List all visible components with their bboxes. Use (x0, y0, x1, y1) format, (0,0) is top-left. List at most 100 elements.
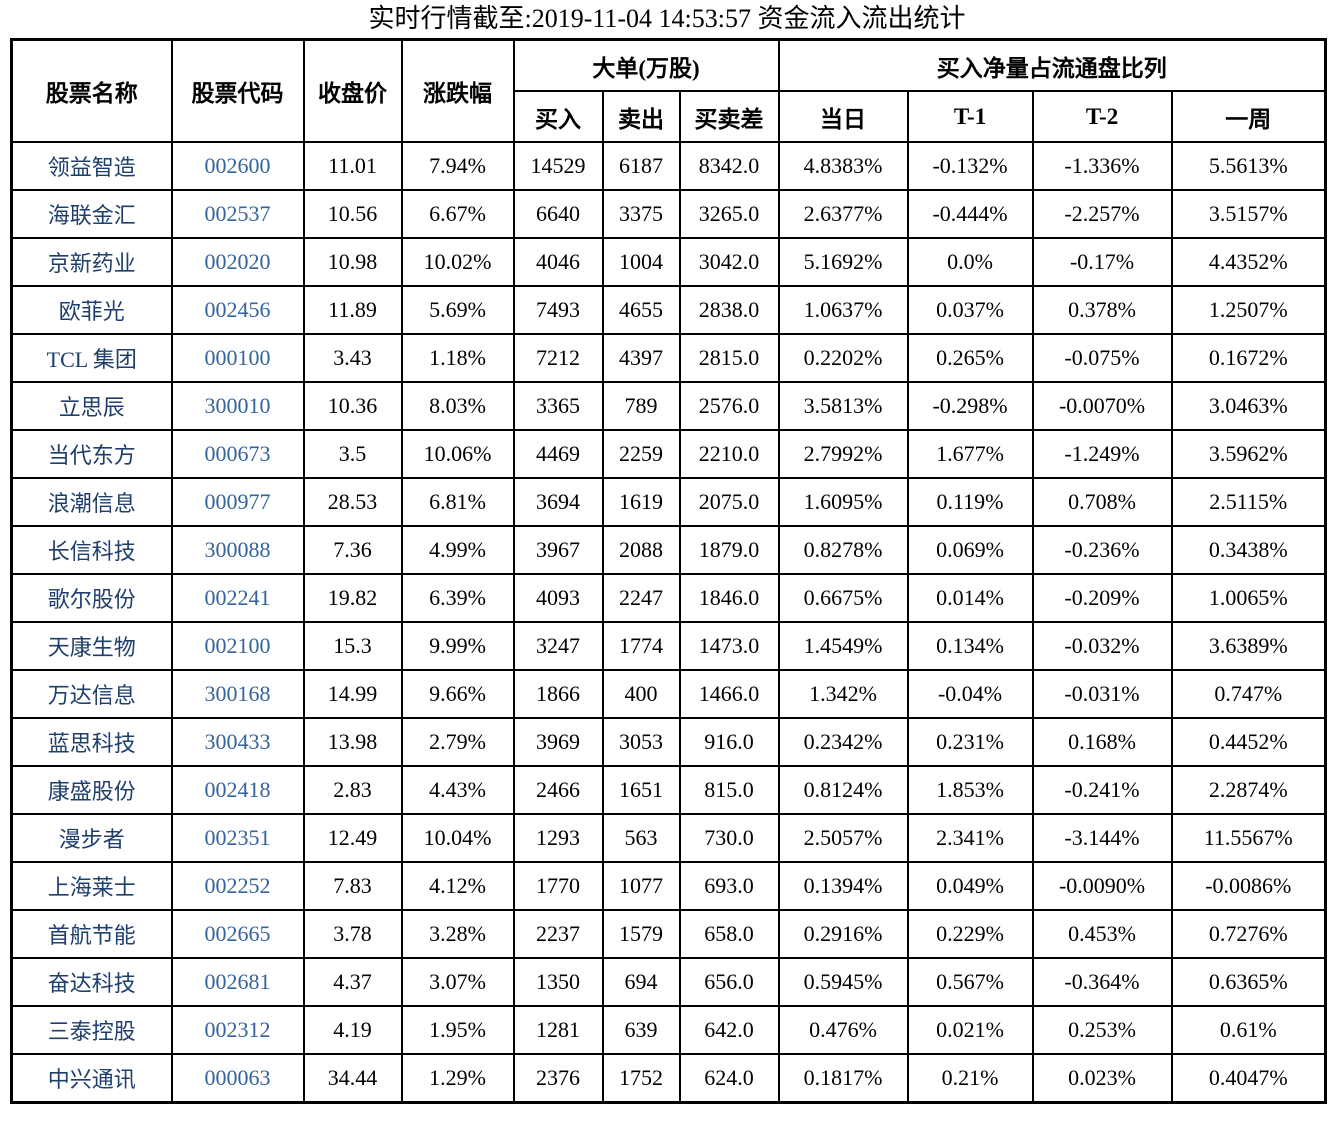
close-price-cell: 3.5 (302, 429, 403, 479)
ratio-t1-cell: 0.265% (906, 333, 1034, 383)
ratio-week-cell: 0.3438% (1170, 525, 1327, 575)
sell-cell: 1004 (601, 237, 681, 287)
sell-cell: 6187 (601, 141, 681, 191)
buy-cell: 1293 (512, 813, 604, 863)
change-pct-cell: 1.18% (400, 333, 515, 383)
sell-cell: 694 (601, 957, 681, 1007)
page-title: 实时行情截至:2019-11-04 14:53:57 资金流入流出统计 (368, 4, 966, 33)
diff-cell: 656.0 (678, 957, 780, 1007)
sell-cell: 4655 (601, 285, 681, 335)
ratio-t1-cell: 0.069% (906, 525, 1034, 575)
buy-cell: 2466 (512, 765, 604, 815)
ratio-week-cell: 0.4452% (1170, 717, 1327, 767)
ratio-week-cell: 3.0463% (1170, 381, 1327, 431)
ratio-week-cell: 1.0065% (1170, 573, 1327, 623)
close-price-cell: 11.01 (302, 141, 403, 191)
diff-cell: 1473.0 (678, 621, 780, 671)
sell-cell: 2247 (601, 573, 681, 623)
ratio-day-cell: 0.2916% (777, 909, 909, 959)
stock-code-cell: 002252 (170, 861, 305, 911)
stock-name-cell: 长信科技 (10, 525, 173, 575)
sell-cell: 563 (601, 813, 681, 863)
ratio-t2-cell: -0.031% (1031, 669, 1173, 719)
sell-cell: 4397 (601, 333, 681, 383)
buy-cell: 7212 (512, 333, 604, 383)
stock-name-cell: 浪潮信息 (10, 477, 173, 527)
close-price-cell: 3.43 (302, 333, 403, 383)
header-buy: 买入 (512, 90, 604, 143)
diff-cell: 2838.0 (678, 285, 780, 335)
table-row: 康盛股份 002418 2.83 4.43% 2466 1651 815.0 0.8124% 1… (10, 765, 1327, 815)
change-pct-cell: 5.69% (400, 285, 515, 335)
stock-name-cell: 中兴通讯 (10, 1053, 173, 1104)
close-price-cell: 10.56 (302, 189, 403, 239)
ratio-t2-cell: -0.209% (1031, 573, 1173, 623)
ratio-day-cell: 1.342% (777, 669, 909, 719)
change-pct-cell: 8.03% (400, 381, 515, 431)
table-row: 浪潮信息 000977 28.53 6.81% 3694 1619 2075.0 1.6095… (10, 477, 1327, 527)
header-stock-code: 股票代码 (170, 38, 305, 143)
diff-cell: 2210.0 (678, 429, 780, 479)
table-row: 歌尔股份 002241 19.82 6.39% 4093 2247 1846.0 0.6675… (10, 573, 1327, 623)
ratio-t1-cell: 0.231% (906, 717, 1034, 767)
change-pct-cell: 6.39% (400, 573, 515, 623)
table-row: 长信科技 300088 7.36 4.99% 3967 2088 1879.0 0.8278%… (10, 525, 1327, 575)
header-sell: 卖出 (601, 90, 681, 143)
change-pct-cell: 10.04% (400, 813, 515, 863)
buy-cell: 14529 (512, 141, 604, 191)
change-pct-cell: 1.95% (400, 1005, 515, 1055)
ratio-week-cell: 3.5157% (1170, 189, 1327, 239)
buy-cell: 3967 (512, 525, 604, 575)
stock-name-cell: 万达信息 (10, 669, 173, 719)
sell-cell: 1651 (601, 765, 681, 815)
header-week: 一周 (1170, 90, 1327, 143)
stock-name-cell: 欧菲光 (10, 285, 173, 335)
close-price-cell: 4.37 (302, 957, 403, 1007)
close-price-cell: 28.53 (302, 477, 403, 527)
sell-cell: 639 (601, 1005, 681, 1055)
close-price-cell: 7.83 (302, 861, 403, 911)
stock-code-cell: 002100 (170, 621, 305, 671)
stock-name-cell: 蓝思科技 (10, 717, 173, 767)
change-pct-cell: 2.79% (400, 717, 515, 767)
ratio-t2-cell: -0.236% (1031, 525, 1173, 575)
ratio-day-cell: 0.5945% (777, 957, 909, 1007)
table-row: 漫步者 002351 12.49 10.04% 1293 563 730.0 2.5057% 2… (10, 813, 1327, 863)
stock-code-cell: 002665 (170, 909, 305, 959)
ratio-t1-cell: 0.021% (906, 1005, 1034, 1055)
ratio-t1-cell: 0.21% (906, 1053, 1034, 1104)
ratio-t1-cell: -0.298% (906, 381, 1034, 431)
ratio-t2-cell: -0.0070% (1031, 381, 1173, 431)
stock-code-cell: 002351 (170, 813, 305, 863)
ratio-t1-cell: 0.567% (906, 957, 1034, 1007)
table-row: 中兴通讯 000063 34.44 1.29% 2376 1752 624.0 0.1817%… (10, 1053, 1327, 1104)
stock-code-cell: 300088 (170, 525, 305, 575)
diff-cell: 730.0 (678, 813, 780, 863)
stock-name-cell: 立思辰 (10, 381, 173, 431)
ratio-week-cell: 0.61% (1170, 1005, 1327, 1055)
diff-cell: 1846.0 (678, 573, 780, 623)
ratio-week-cell: 2.5115% (1170, 477, 1327, 527)
buy-cell: 4093 (512, 573, 604, 623)
change-pct-cell: 7.94% (400, 141, 515, 191)
ratio-day-cell: 3.5813% (777, 381, 909, 431)
diff-cell: 1879.0 (678, 525, 780, 575)
ratio-t2-cell: -0.075% (1031, 333, 1173, 383)
ratio-t2-cell: -2.257% (1031, 189, 1173, 239)
close-price-cell: 4.19 (302, 1005, 403, 1055)
close-price-cell: 10.98 (302, 237, 403, 287)
stock-name-cell: TCL 集团 (10, 333, 173, 383)
sell-cell: 1752 (601, 1053, 681, 1104)
sell-cell: 1077 (601, 861, 681, 911)
stock-name-cell: 上海莱士 (10, 861, 173, 911)
sell-cell: 789 (601, 381, 681, 431)
ratio-t1-cell: 0.014% (906, 573, 1034, 623)
buy-cell: 1770 (512, 861, 604, 911)
ratio-t2-cell: 0.453% (1031, 909, 1173, 959)
stock-name-cell: 康盛股份 (10, 765, 173, 815)
stock-code-cell: 300433 (170, 717, 305, 767)
change-pct-cell: 10.02% (400, 237, 515, 287)
table-row: 奋达科技 002681 4.37 3.07% 1350 694 656.0 0.5945% 0.… (10, 957, 1327, 1007)
ratio-day-cell: 0.6675% (777, 573, 909, 623)
header-change-pct: 涨跌幅 (400, 38, 515, 143)
